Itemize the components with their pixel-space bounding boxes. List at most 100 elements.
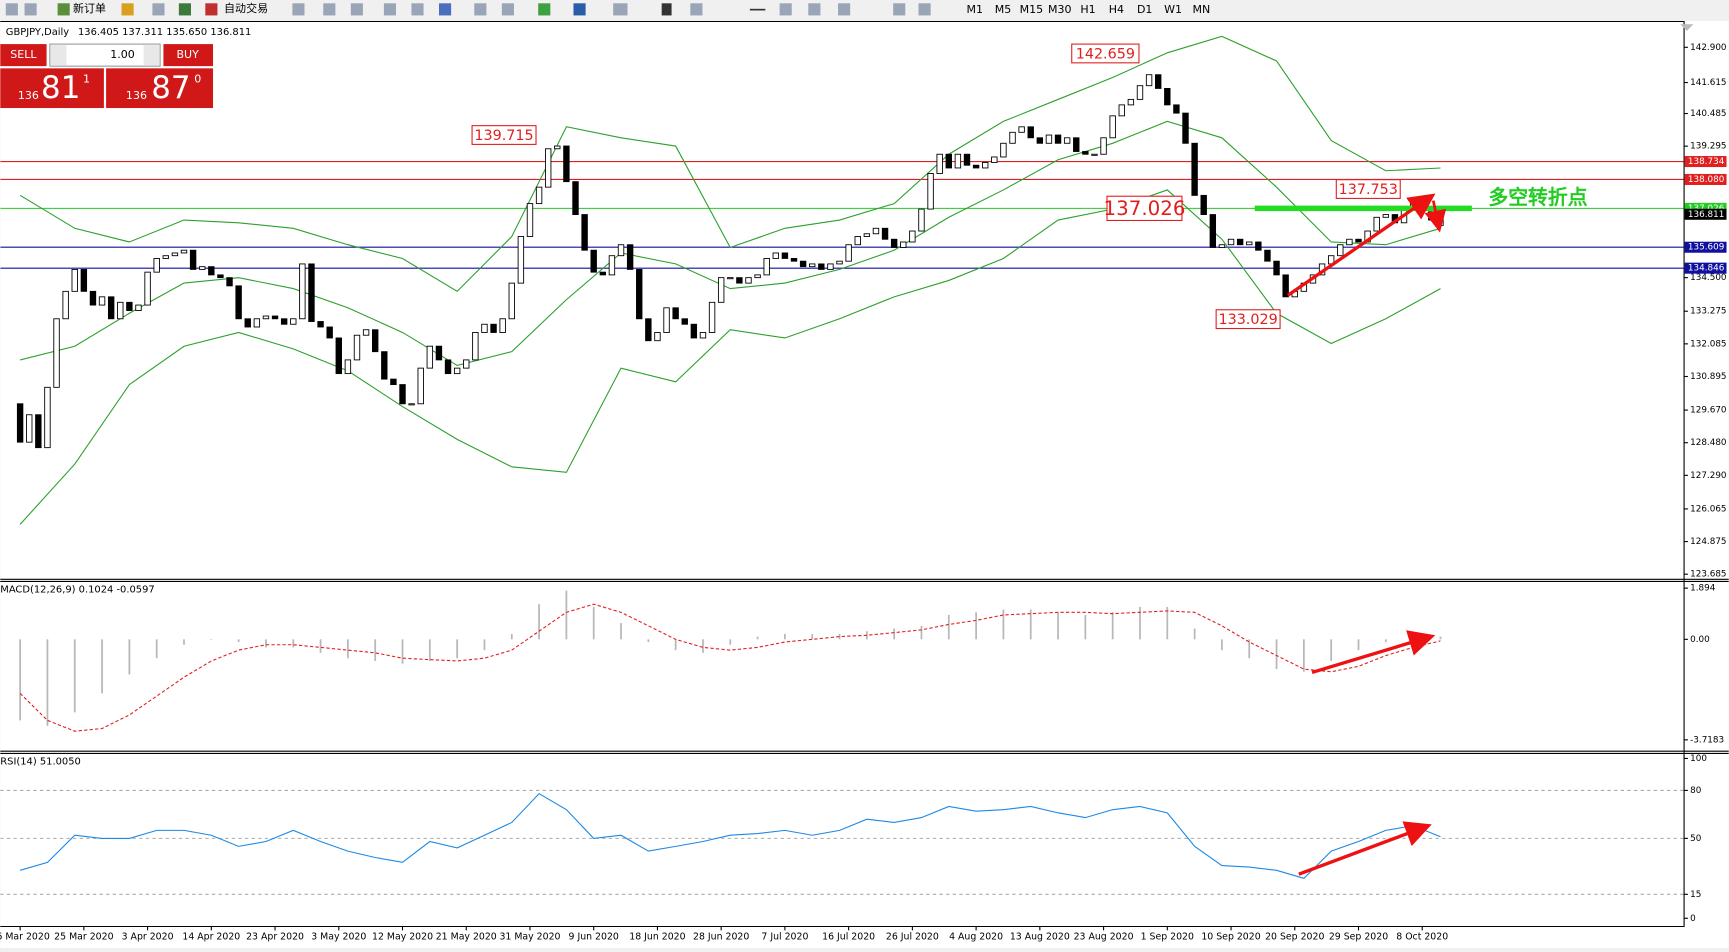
price-level-label: 135.609 [1688,243,1724,253]
candle [772,252,779,259]
candle [153,258,160,273]
timeframe-button[interactable]: W1 [1164,3,1182,16]
y-tick-label: 141.615 [1690,78,1726,88]
candle [1273,260,1280,276]
trade-panel: SELL 1.00 BUY 136 81 1 136 87 0 [0,43,214,109]
candle [572,181,579,216]
y-tick-label: 134.500 [1690,273,1727,283]
timeframe-button[interactable]: H1 [1080,3,1095,16]
y-tick-label: 100 [1690,754,1707,764]
candle [62,290,69,320]
y-tick-label: 140.485 [1690,109,1726,119]
x-tick-label: 3 Apr 2020 [122,931,174,942]
candle [26,414,33,443]
chart-title: GBPJPY,Daily 136.405 137.311 135.650 136.… [6,27,252,38]
candle [472,332,479,361]
macd-bar [674,639,677,651]
candle [463,359,470,369]
buy-button[interactable] [163,44,214,67]
candle [1045,134,1053,144]
candle [271,315,279,320]
candle [663,307,670,333]
macd-bar [1221,639,1223,651]
x-tick-label: 23 Apr 2020 [246,931,304,942]
timeframe-button[interactable]: M30 [1048,3,1072,16]
turning-point-label: 多空转折点 [1488,186,1587,209]
timeframe-button[interactable]: MN [1192,3,1210,16]
panel-borders [0,20,1729,928]
macd-bar [729,639,732,645]
x-tick-label: 31 May 2020 [499,931,560,942]
candle [444,359,452,375]
toolbar [0,0,1729,20]
candle [1337,244,1344,257]
sell-label: SELL [10,48,37,61]
candle [672,307,679,320]
candle [1282,274,1289,298]
candle [636,268,643,320]
macd-bar [101,639,103,694]
candle [945,153,952,169]
timeframe-button[interactable]: M15 [1020,3,1044,16]
price-level-label: 138.080 [1688,175,1725,185]
candle [617,244,625,257]
bid-point: 1 [83,72,90,85]
macd-bar [401,639,404,664]
candle [399,384,406,405]
candle [53,318,60,388]
candle [1236,238,1244,246]
annotation-box [1106,195,1183,222]
macd-bar [19,639,22,721]
macd-bar [1193,628,1196,640]
macd-bar [210,639,213,640]
candle [1218,244,1226,248]
annotation-label: 137.026 [1103,197,1185,220]
auto-trading-button[interactable]: 自动交易 [224,1,268,15]
y-tick-label: 123.685 [1690,570,1726,580]
candle [126,301,133,311]
candle [909,230,916,243]
lot-up[interactable] [143,45,160,66]
macd-bar [319,639,322,653]
candle [845,244,852,262]
macd-bar [1330,639,1333,661]
timeframe-button[interactable]: H4 [1109,3,1124,16]
annotation-box [1215,309,1281,330]
ask-box[interactable] [106,68,214,109]
candle [881,227,889,240]
timeframe-button[interactable]: M5 [995,3,1012,16]
macd-bar [1357,639,1360,651]
macd-bar [347,639,349,659]
price-level-tag [1684,262,1727,274]
x-tick-label: 1 Sep 2020 [1141,931,1194,942]
candle [1164,87,1171,106]
x-tick-label: 26 Jul 2020 [886,931,939,942]
lot-input[interactable] [49,43,161,67]
macd-bar [73,639,76,713]
toolbar-icons [5,3,931,16]
candle [699,332,707,339]
sell-button[interactable] [0,44,47,67]
bid-box[interactable] [0,68,104,109]
new-order-button[interactable]: 新订单 [73,1,106,15]
candle [1428,211,1435,221]
y-tick-label: 142.900 [1690,43,1727,53]
y-tick-label: 139.295 [1690,142,1726,152]
candle [1154,74,1162,89]
ask-pips: 87 [151,70,190,106]
candle [317,321,324,328]
candle [736,277,743,284]
macd-bar [155,639,158,659]
macd-bar [1166,606,1169,640]
macd-bar [292,639,295,648]
candle [1027,126,1034,139]
annotation-box [471,125,537,145]
candle [854,236,861,246]
timeframe-button[interactable]: D1 [1137,3,1153,16]
macd-bar [1384,639,1387,643]
candle [936,153,943,174]
x-tick-label: 16 Mar 2020 [0,931,50,942]
annotation-box [1335,179,1401,199]
timeframe-button[interactable]: M1 [966,3,983,16]
lot-down[interactable] [50,45,67,66]
